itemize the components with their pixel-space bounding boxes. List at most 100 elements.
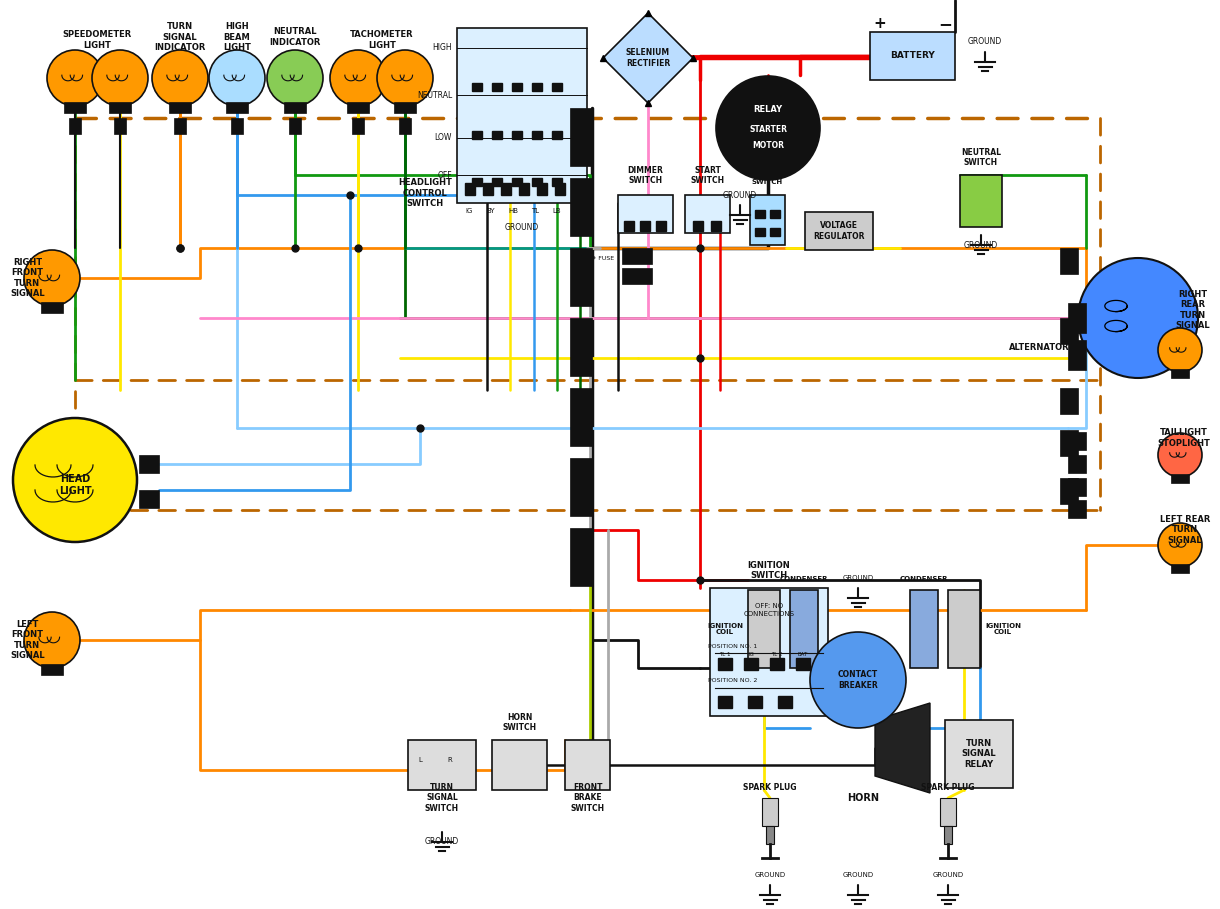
Bar (656, 221, 666, 231)
Bar (570, 318, 592, 376)
Bar (565, 740, 610, 790)
Bar (512, 83, 522, 91)
Bar (750, 195, 784, 245)
Text: BAT: BAT (798, 653, 808, 657)
Text: RIGHT
REAR
TURN
SIGNAL: RIGHT REAR TURN SIGNAL (1175, 290, 1210, 330)
Text: CONTACT
BREAKER: CONTACT BREAKER (838, 670, 878, 690)
Text: START
SWITCH: START SWITCH (691, 165, 725, 185)
Text: +: + (874, 16, 887, 32)
Bar (766, 826, 773, 844)
Text: GROUND: GROUND (505, 224, 539, 233)
Circle shape (152, 50, 207, 106)
Circle shape (267, 50, 323, 106)
Text: ALTERNATOR: ALTERNATOR (1009, 344, 1070, 353)
Bar (551, 83, 562, 91)
Text: OFF: OFF (438, 171, 451, 179)
Polygon shape (603, 13, 693, 103)
Bar (1171, 564, 1188, 573)
Bar (1068, 455, 1086, 473)
Text: TL: TL (531, 208, 539, 214)
Text: LEFT
FRONT
TURN
SIGNAL: LEFT FRONT TURN SIGNAL (10, 620, 45, 660)
Text: GROUND: GROUND (964, 241, 998, 249)
Text: L: L (418, 757, 422, 763)
Bar (231, 118, 243, 134)
Bar (640, 221, 650, 231)
Bar (1068, 340, 1086, 370)
Bar (492, 740, 547, 790)
Bar (748, 696, 762, 708)
Text: STARTER: STARTER (749, 125, 787, 135)
Bar (570, 178, 592, 236)
Text: GROUND: GROUND (967, 37, 1002, 46)
Bar (458, 28, 587, 203)
Text: BATTERY: BATTERY (891, 52, 935, 61)
Text: HORN: HORN (847, 793, 878, 803)
Bar (1171, 369, 1188, 377)
Circle shape (1078, 258, 1198, 378)
Bar (744, 658, 758, 670)
Text: CONDENSER: CONDENSER (900, 576, 948, 582)
Bar (40, 664, 63, 675)
Bar (719, 696, 732, 708)
Bar (113, 118, 126, 134)
Bar (805, 212, 874, 250)
Bar (465, 183, 475, 195)
Bar (1060, 248, 1078, 274)
Circle shape (24, 250, 81, 306)
Text: HB: HB (508, 208, 518, 214)
Text: GROUND: GROUND (723, 191, 758, 199)
Circle shape (92, 50, 148, 106)
Bar (501, 183, 511, 195)
Text: CONDENSER: CONDENSER (780, 576, 828, 582)
Bar (407, 740, 476, 790)
Bar (755, 228, 765, 236)
Bar (472, 83, 482, 91)
Polygon shape (875, 703, 930, 793)
Text: NEUTRAL
INDICATOR: NEUTRAL INDICATOR (270, 27, 321, 46)
Text: SELENIUM
RECTIFIER: SELENIUM RECTIFIER (626, 48, 670, 67)
Bar (1068, 432, 1086, 450)
Text: NEUTRAL: NEUTRAL (417, 91, 451, 99)
Bar (551, 178, 562, 186)
Bar (532, 178, 542, 186)
Text: POSITION NO. 1: POSITION NO. 1 (708, 644, 758, 648)
Text: HEAD
LIGHT: HEAD LIGHT (59, 474, 92, 495)
Text: SPEEDOMETER
LIGHT: SPEEDOMETER LIGHT (62, 30, 132, 50)
Bar (139, 455, 159, 473)
Circle shape (209, 50, 265, 106)
Text: TL 2: TL 2 (771, 653, 783, 657)
Bar (518, 183, 529, 195)
Text: REAR
BRAKE
SWITCH: REAR BRAKE SWITCH (752, 165, 783, 185)
Bar (778, 696, 792, 708)
Bar (711, 221, 721, 231)
Text: POSITION NO. 2: POSITION NO. 2 (708, 678, 758, 684)
Bar (399, 118, 411, 134)
Bar (492, 178, 501, 186)
Text: NEUTRAL
SWITCH: NEUTRAL SWITCH (961, 147, 1000, 167)
Bar (555, 183, 565, 195)
Text: IGNITION
SWITCH: IGNITION SWITCH (748, 561, 791, 580)
Bar (532, 131, 542, 139)
Bar (770, 210, 780, 218)
Bar (619, 195, 673, 233)
Bar (492, 131, 501, 139)
Bar (910, 590, 938, 668)
Bar (1068, 500, 1086, 518)
Text: IGNITION
COIL: IGNITION COIL (708, 623, 743, 635)
Bar (63, 102, 87, 113)
Bar (512, 178, 522, 186)
Text: TAILLIGHT
STOPLIGHT: TAILLIGHT STOPLIGHT (1157, 428, 1210, 448)
Bar (693, 221, 703, 231)
Bar (870, 32, 955, 80)
Bar (622, 268, 651, 284)
Text: VOLTAGE
REGULATOR: VOLTAGE REGULATOR (814, 221, 865, 241)
Bar (762, 798, 778, 826)
Text: SPARK PLUG: SPARK PLUG (743, 784, 797, 793)
Bar (948, 590, 980, 668)
Circle shape (1158, 328, 1202, 372)
Text: IGNITION
COIL: IGNITION COIL (985, 623, 1021, 635)
Bar (226, 102, 248, 113)
Circle shape (13, 418, 137, 542)
Text: GROUND: GROUND (843, 575, 874, 581)
Text: DIMMER
SWITCH: DIMMER SWITCH (627, 165, 664, 185)
